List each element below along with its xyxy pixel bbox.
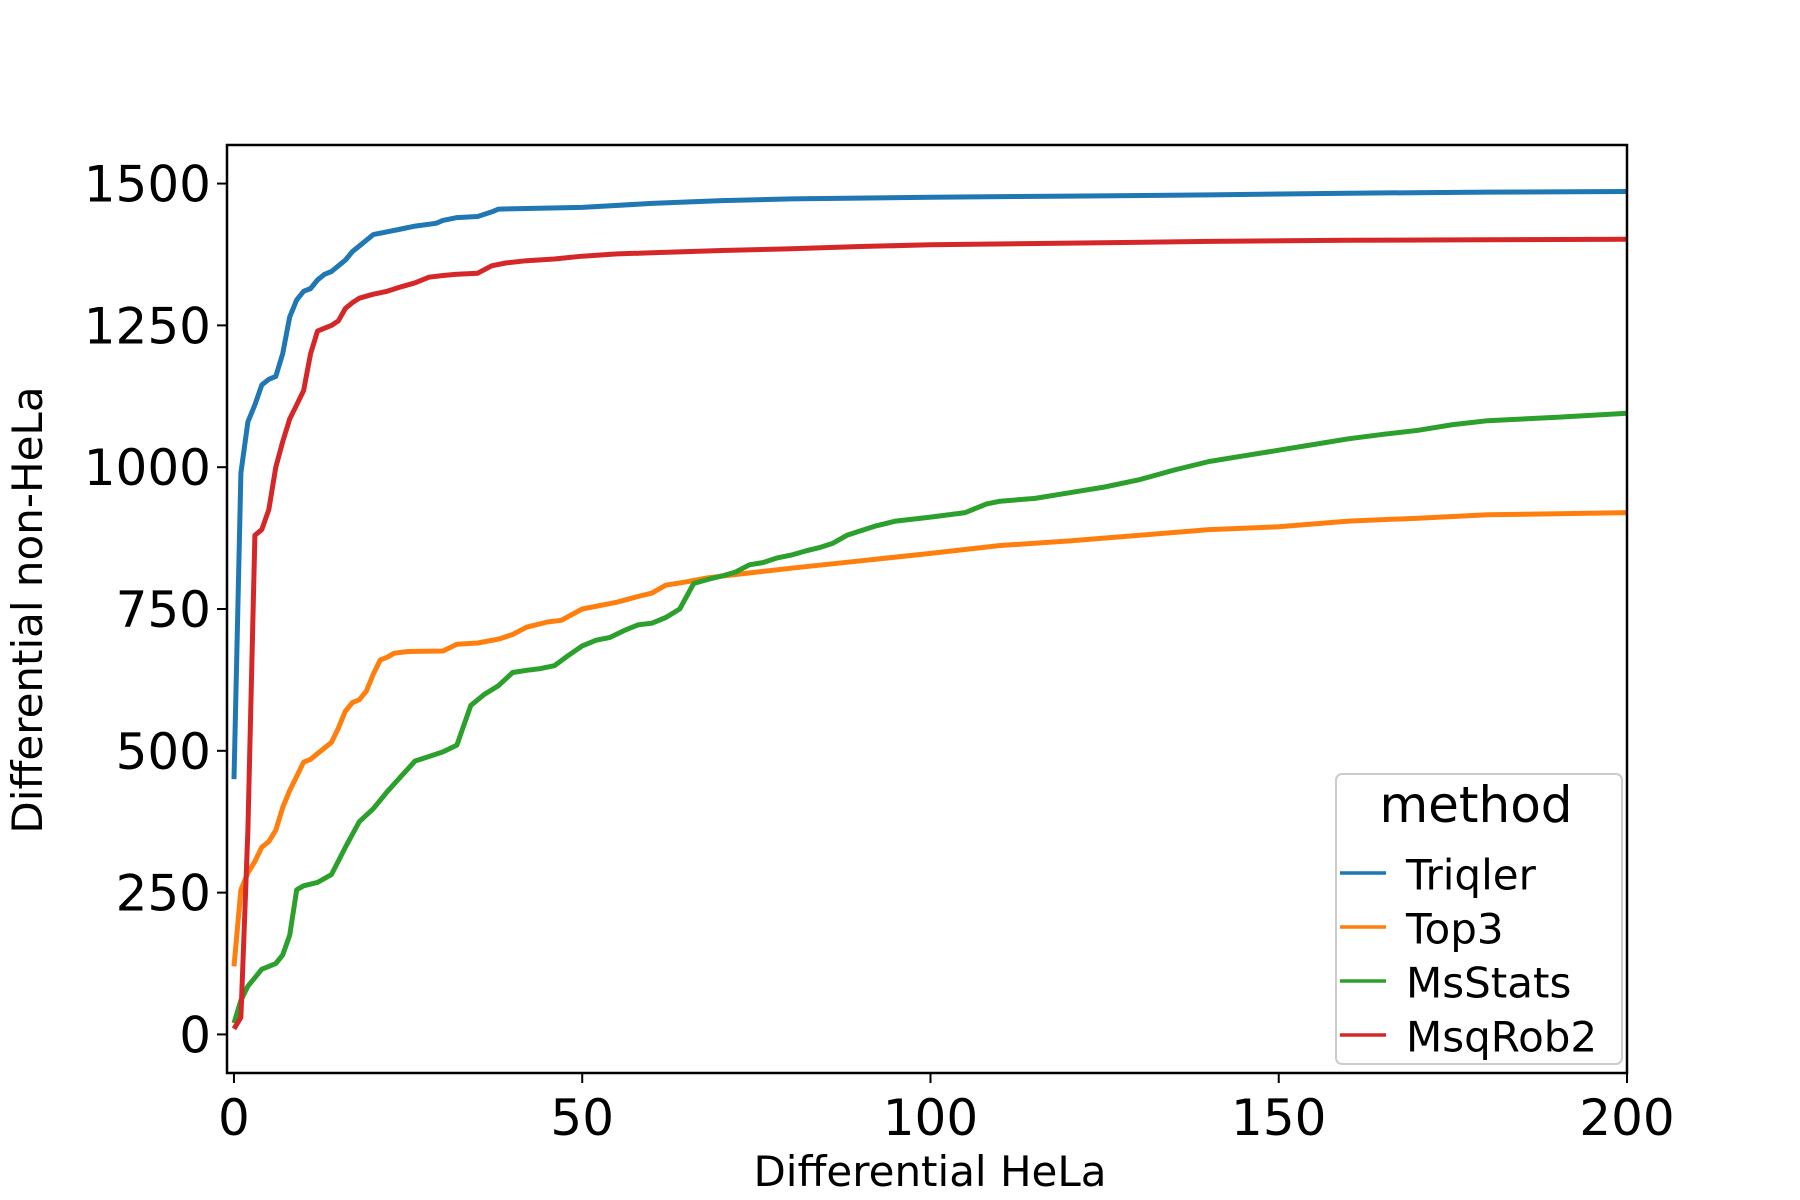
x-tick-label: 150 [1231,1089,1326,1147]
series-line-triqler [231,189,1628,780]
axes-frame [225,143,1629,1075]
legend-box [1335,773,1623,1065]
y-tick-label: 1500 [84,156,211,214]
legend-label: MsStats [1406,959,1571,1008]
x-axis: 0 50 100 150 200 [218,1089,1675,1147]
y-tick-label: 250 [116,865,211,923]
x-tick-label: 50 [550,1089,614,1147]
x-axis-title: Differential HeLa [753,1147,1106,1196]
legend-label: Top3 [1405,905,1504,954]
series-line-msstats [231,410,1628,1024]
y-tick-label: 500 [116,723,211,781]
y-tick-label: 750 [116,581,211,639]
x-tick-label: 100 [883,1089,978,1147]
series-line-msqrob2 [231,236,1628,1031]
legend: method Triqler Top3 MsStats MsqRob2 [1335,773,1623,1065]
tick-layer [217,182,1628,1083]
legend-title: method [1379,776,1572,834]
y-axis: 0 250 500 750 1000 1250 1500 [84,156,211,1065]
legend-entries: Triqler Top3 MsStats MsqRob2 [1340,851,1597,1062]
y-axis-title: Differential non-HeLa [3,386,52,833]
y-tick-label: 0 [179,1006,211,1064]
series-line-top3 [231,510,1628,967]
y-tick-label: 1000 [84,439,211,497]
x-tick-label: 200 [1579,1089,1674,1147]
x-tick-label: 0 [218,1089,250,1147]
series-layer [231,189,1628,1031]
y-tick-label: 1250 [84,297,211,355]
legend-label: MsqRob2 [1406,1013,1597,1062]
legend-label: Triqler [1405,851,1537,900]
